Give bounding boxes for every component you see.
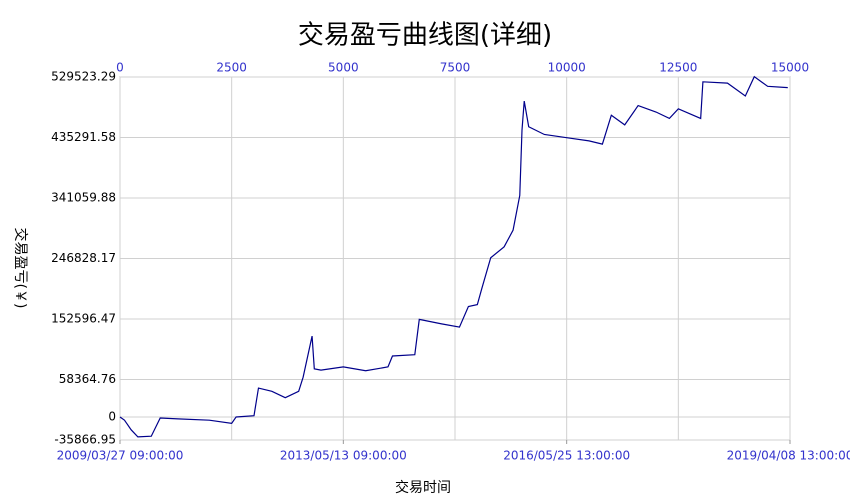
y-axis-title: 交易盈亏(￥) [12,228,29,309]
x2-tick-label: 2016/05/25 13:00:00 [503,449,630,463]
x2-tick-label: 2019/04/08 13:00:00 [727,449,850,463]
pnl-line [119,75,788,438]
x2-tick-label: 2013/05/13 09:00:00 [280,449,407,463]
y-tick-label: 58364.76 [59,372,116,386]
x-tick-label: 15000 [771,61,809,75]
x-tick-label: 10000 [548,61,586,75]
x-tick-label: 7500 [440,61,471,75]
y-tick-label: 529523.29 [51,70,116,84]
y-tick-label: 152596.47 [51,312,116,326]
y-tick-label: 0 [108,409,116,423]
x-tick-label: 2500 [216,61,247,75]
x-tick-label: 5000 [328,61,359,75]
x-axis-title: 交易时间 [395,479,451,496]
y-tick-label: 246828.17 [51,251,116,265]
x-tick-label: 0 [116,61,124,75]
y-tick-label: 435291.58 [51,130,116,144]
y-tick-label: 341059.88 [51,191,116,205]
x-tick-label: 12500 [659,61,697,75]
x2-tick-label: 2009/03/27 09:00:00 [57,449,184,463]
chart-title: 交易盈亏曲线图(详细) [298,21,552,51]
y-tick-label: -35866.95 [54,433,116,447]
